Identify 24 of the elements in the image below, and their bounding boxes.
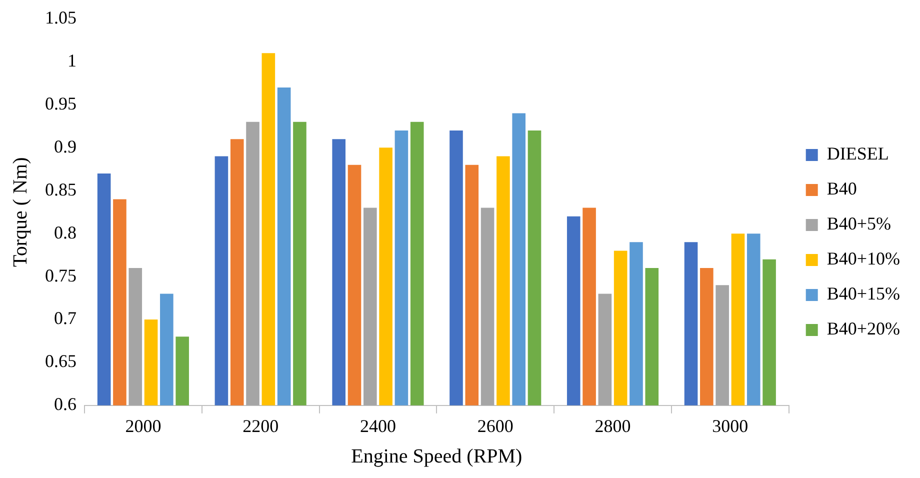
y-tick-label: 0.9: [54, 136, 76, 156]
legend-label: DIESEL: [826, 144, 889, 164]
y-tick-label: 1.05: [45, 8, 76, 28]
y-tick-label: 1: [68, 50, 76, 70]
legend-label: B40+10%: [826, 248, 900, 269]
legend-label: B40+15%: [826, 284, 900, 304]
x-tick-label: 2800: [594, 416, 631, 436]
legend-label: B40+5%: [826, 214, 892, 234]
y-tick-label: 0.7: [54, 308, 76, 328]
legend-label: B40+20%: [826, 318, 900, 339]
y-tick-label: 0.95: [45, 93, 76, 114]
x-tick-label: 2400: [360, 416, 396, 436]
y-axis-title: Torque ( Nm): [9, 157, 32, 267]
y-tick-label: 0.6: [54, 394, 76, 414]
x-tick-label: 2000: [125, 416, 162, 436]
x-tick-label: 3000: [712, 416, 748, 436]
x-axis-title: Engine Speed (RPM): [351, 445, 522, 468]
x-tick-label: 2200: [242, 416, 279, 436]
y-tick-label: 0.85: [45, 179, 76, 200]
y-tick-label: 0.65: [45, 351, 76, 372]
legend-label: B40: [826, 178, 857, 199]
y-tick-label: 0.75: [45, 265, 76, 286]
y-tick-label: 0.8: [54, 222, 76, 242]
x-tick-label: 2600: [477, 416, 514, 436]
